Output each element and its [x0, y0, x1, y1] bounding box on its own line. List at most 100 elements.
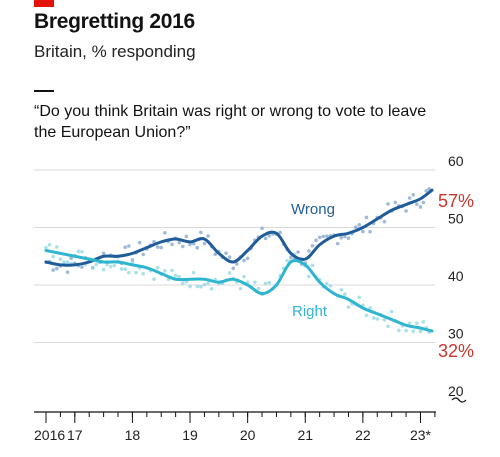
- poll-dot: [94, 262, 99, 267]
- x-tick-label: 21: [297, 427, 313, 443]
- poll-dot: [361, 229, 365, 234]
- poll-dot: [256, 286, 261, 291]
- poll-dot: [47, 243, 52, 247]
- poll-dot: [321, 234, 326, 239]
- poll-dot: [188, 242, 192, 247]
- y-tick-label: 60: [448, 153, 464, 169]
- poll-dot: [263, 281, 268, 286]
- poll-dot: [51, 268, 56, 272]
- poll-dot: [427, 187, 431, 191]
- poll-dot: [209, 287, 214, 291]
- poll-dot: [170, 268, 174, 273]
- poll-dot: [141, 252, 146, 257]
- poll-dot: [206, 281, 210, 286]
- poll-dot: [325, 281, 329, 286]
- poll-dot: [134, 270, 138, 275]
- poll-dot: [339, 235, 344, 240]
- poll-dot: [260, 226, 264, 231]
- poll-dot: [375, 317, 380, 321]
- survey-question: “Do you think Britain was right or wrong…: [34, 103, 427, 141]
- poll-dot: [159, 245, 164, 250]
- poll-dot: [91, 265, 95, 270]
- chart-title: Bregretting 2016: [34, 10, 195, 33]
- poll-dot: [238, 286, 243, 291]
- poll-dot: [346, 305, 351, 309]
- y-tick-label: 50: [448, 211, 464, 227]
- poll-dot: [368, 306, 372, 310]
- poll-dot: [310, 263, 315, 268]
- poll-dot: [195, 284, 200, 289]
- poll-dot: [227, 255, 232, 260]
- poll-dot: [80, 249, 84, 254]
- poll-dot: [235, 262, 239, 266]
- poll-dot: [267, 280, 272, 285]
- poll-dot: [411, 192, 416, 197]
- poll-dot: [199, 284, 203, 289]
- poll-dot: [55, 266, 59, 271]
- poll-dot: [227, 271, 232, 275]
- poll-dot: [357, 223, 362, 227]
- poll-dot: [199, 230, 203, 235]
- end-label-wrong: 57%: [438, 191, 474, 211]
- series-label-right: Right: [292, 303, 328, 320]
- poll-dot: [382, 219, 387, 224]
- poll-dot: [127, 244, 131, 248]
- poll-dot: [213, 252, 218, 257]
- brand-tab: [34, 0, 54, 7]
- poll-dot: [278, 230, 282, 235]
- poll-dot: [368, 229, 372, 234]
- poll-dot: [407, 321, 412, 326]
- poll-dot: [202, 241, 207, 246]
- poll-dot: [310, 243, 315, 248]
- poll-dot: [65, 270, 70, 274]
- x-tick-label: 17: [67, 427, 83, 443]
- poll-dot: [357, 295, 362, 300]
- poll-dot: [173, 273, 178, 278]
- poll-dot: [307, 249, 311, 253]
- poll-dot: [382, 318, 387, 322]
- series-line-right: [44, 249, 434, 333]
- chart-subtitle: Britain, % responding: [34, 42, 196, 61]
- poll-dot: [307, 274, 311, 279]
- poll-dot: [123, 245, 128, 250]
- poll-dot: [127, 270, 131, 275]
- poll-dot: [112, 263, 117, 268]
- poll-dot: [296, 250, 300, 254]
- poll-dot: [58, 257, 63, 261]
- poll-dot: [267, 233, 272, 238]
- y-tick-label: 40: [448, 268, 464, 284]
- poll-dot: [353, 225, 358, 229]
- poll-dot: [191, 270, 196, 275]
- x-tick-label: 18: [125, 427, 141, 443]
- poll-dot: [242, 258, 246, 263]
- poll-dot: [80, 265, 84, 269]
- poll-dot: [415, 202, 419, 207]
- axis-break-icon: [451, 397, 467, 403]
- series-line-wrong: [44, 188, 434, 267]
- poll-dot: [155, 265, 160, 270]
- poll-dot: [141, 271, 146, 276]
- y-tick-label: 30: [448, 326, 464, 342]
- x-tick-label: 20: [240, 427, 256, 443]
- poll-dot: [202, 282, 207, 287]
- poll-dot: [386, 202, 390, 206]
- poll-dot: [421, 320, 426, 324]
- x-tick-label: 23*: [410, 427, 432, 443]
- poll-dot: [335, 241, 340, 246]
- poll-dot: [181, 281, 185, 286]
- poll-dot: [389, 309, 394, 314]
- poll-dot: [343, 292, 347, 296]
- poll-dot: [184, 234, 189, 239]
- poll-dot: [109, 264, 113, 269]
- poll-dot: [404, 328, 408, 333]
- poll-dot: [407, 196, 412, 200]
- poll-dot: [231, 266, 236, 271]
- poll-dot: [404, 209, 408, 213]
- poll-dot: [411, 329, 416, 334]
- poll-dot: [339, 288, 344, 292]
- series-label-wrong: Wrong: [291, 201, 335, 218]
- poll-dot: [364, 313, 369, 318]
- poll-dot: [328, 284, 333, 288]
- poll-dot: [393, 200, 398, 205]
